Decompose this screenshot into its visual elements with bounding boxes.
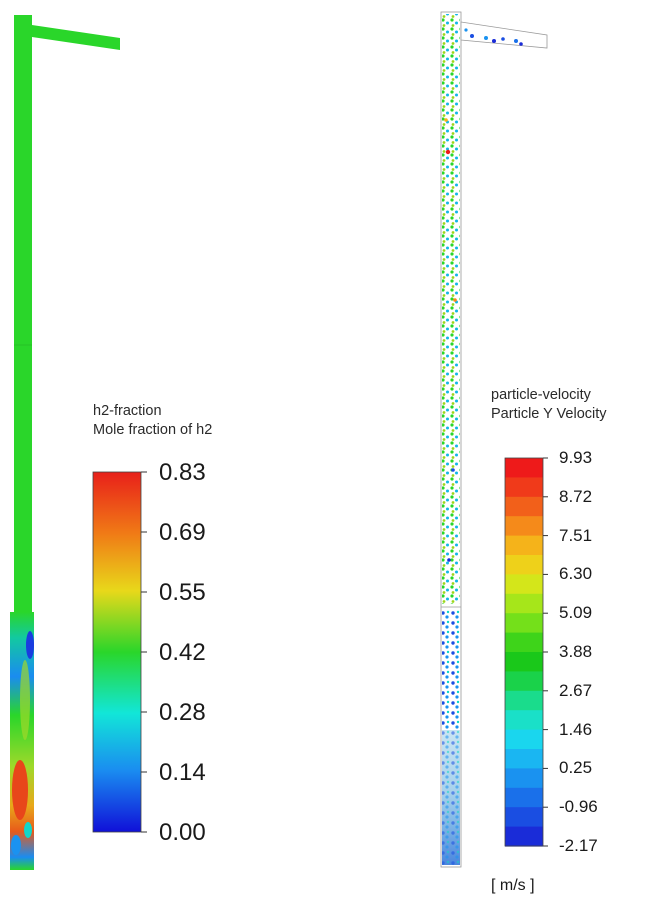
velocity-color-band [505, 787, 543, 808]
velocity-legend-title-line2: Particle Y Velocity [491, 406, 607, 422]
velocity-color-band [505, 768, 543, 789]
velocity-legend-title: particle-velocity Particle Y Velocity [491, 386, 607, 424]
h2-tick-label: 0.69 [159, 519, 206, 546]
velocity-tick-label: -2.17 [559, 836, 598, 855]
velocity-color-band [505, 671, 543, 692]
h2-tick-label: 0.14 [159, 759, 206, 786]
h2-fraction-contour [10, 15, 120, 870]
velocity-tick-label: 5.09 [559, 603, 593, 623]
velocity-color-band [505, 729, 543, 750]
h2-legend-title-line2: Mole fraction of h2 [93, 422, 213, 438]
riser-outlet-arm [32, 25, 120, 50]
velocity-tick-label: 1.46 [559, 719, 593, 739]
h2-tick-label: 0.83 [159, 459, 206, 486]
velocity-color-band [505, 593, 543, 614]
velocity-color-band [505, 516, 543, 537]
velocity-tick-label: -0.96 [559, 797, 598, 817]
velocity-tick-label: 6.30 [559, 564, 593, 584]
velocity-color-band [505, 807, 543, 828]
h2-legend-title-line1: h2-fraction [93, 403, 162, 419]
velocity-tick-label: 8.72 [559, 486, 593, 506]
velocity-colorbar [505, 458, 543, 847]
velocity-tick-label: 0.25 [559, 758, 593, 778]
velocity-color-band [505, 749, 543, 769]
velocity-color-band [505, 690, 543, 711]
velocity-unit-label: [ m/s ] [491, 877, 535, 894]
h2-colorbar [92, 471, 142, 833]
h2-tick-label: 0.42 [159, 639, 206, 666]
h2-tick-label: 0.28 [159, 699, 206, 726]
velocity-colorbar-ticks [543, 457, 548, 847]
velocity-color-band [505, 555, 543, 575]
velocity-color-band [505, 652, 543, 672]
h2-colorbar-ticks [141, 471, 147, 833]
velocity-color-band [505, 574, 543, 595]
velocity-tick-label: 2.67 [559, 680, 593, 700]
particle-outlet-arm [460, 21, 548, 49]
velocity-color-band [505, 710, 543, 731]
h2-legend-title: h2-fraction Mole fraction of h2 [93, 402, 212, 440]
velocity-tick-label: 3.88 [559, 642, 593, 661]
velocity-tick-label: 7.51 [559, 525, 593, 545]
h2-tick-label: 0.55 [159, 579, 206, 606]
velocity-tick-label: 9.93 [559, 448, 593, 467]
velocity-color-band [505, 496, 543, 517]
h2-tick-label: 0.00 [159, 819, 206, 846]
velocity-color-band [505, 458, 543, 478]
velocity-color-band [505, 826, 543, 847]
particle-velocity-field [440, 11, 548, 868]
velocity-color-band [505, 477, 543, 498]
velocity-color-band [505, 632, 543, 653]
velocity-color-band [505, 535, 543, 556]
velocity-legend-title-line1: particle-velocity [491, 387, 591, 403]
riser-column [14, 15, 32, 612]
velocity-color-band [505, 613, 543, 634]
